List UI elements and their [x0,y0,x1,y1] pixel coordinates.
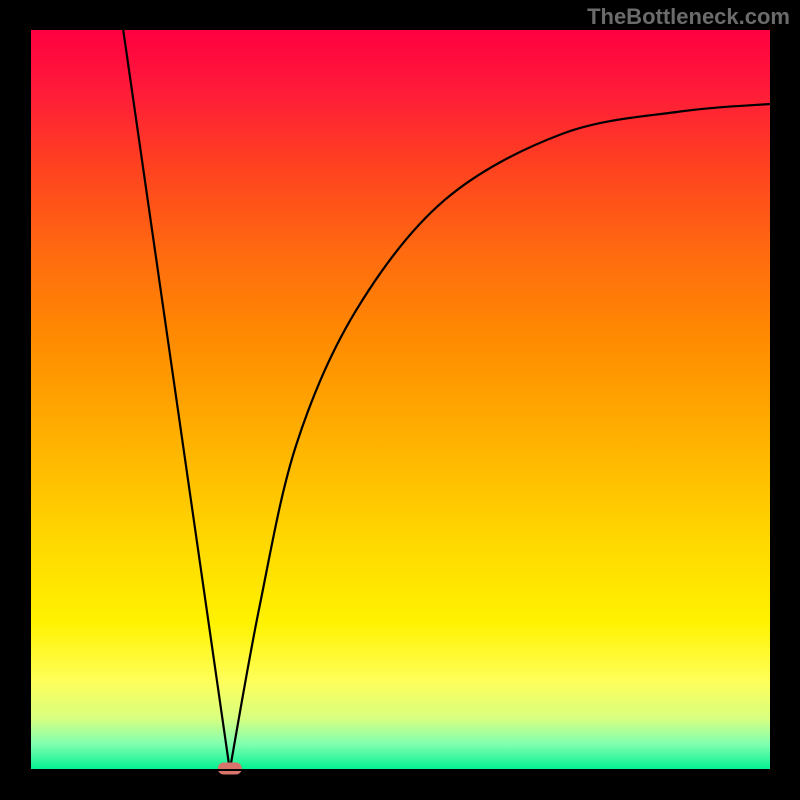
watermark-text: TheBottleneck.com [587,4,790,30]
optimal-point-marker [218,763,242,775]
plot-background-gradient [30,30,770,770]
chart-container: { "watermark": "TheBottleneck.com", "cha… [0,0,800,800]
bottleneck-curve-chart [0,0,800,800]
